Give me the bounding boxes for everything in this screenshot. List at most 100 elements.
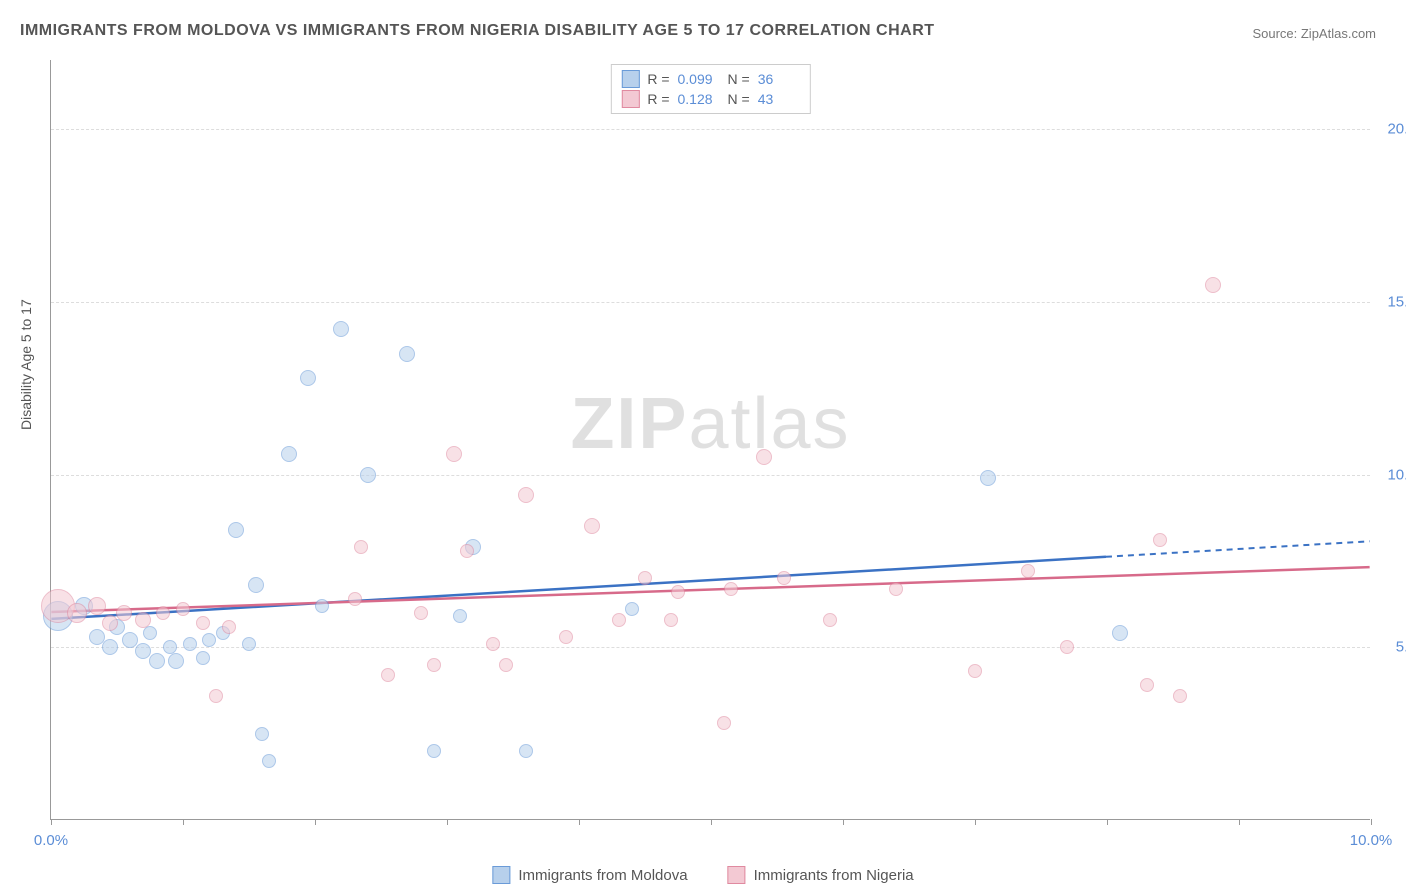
data-point — [968, 664, 982, 678]
data-point — [156, 606, 170, 620]
data-point — [196, 651, 210, 665]
data-point — [980, 470, 996, 486]
data-point — [1205, 277, 1221, 293]
data-point — [446, 446, 462, 462]
data-point — [518, 487, 534, 503]
data-point — [671, 585, 685, 599]
data-point — [559, 630, 573, 644]
stat-r-value: 0.128 — [678, 91, 720, 107]
data-point — [1153, 533, 1167, 547]
stat-n-label: N = — [728, 71, 750, 87]
legend-label: Immigrants from Moldova — [518, 867, 687, 884]
data-point — [584, 518, 600, 534]
data-point — [427, 658, 441, 672]
trend-lines-svg — [51, 60, 1370, 819]
stat-r-label: R = — [647, 91, 669, 107]
data-point — [67, 603, 87, 623]
x-tick-mark — [1239, 819, 1240, 825]
legend-swatch — [728, 866, 746, 884]
data-point — [248, 577, 264, 593]
x-tick-mark — [711, 819, 712, 825]
y-axis-label: Disability Age 5 to 17 — [18, 299, 34, 430]
data-point — [1021, 564, 1035, 578]
plot-area: ZIPatlas R =0.099N =36R =0.128N =43 5.0%… — [50, 60, 1370, 820]
data-point — [1173, 689, 1187, 703]
gridline-h — [51, 129, 1370, 130]
data-point — [315, 599, 329, 613]
legend-item: Immigrants from Moldova — [492, 866, 687, 884]
data-point — [222, 620, 236, 634]
stats-legend: R = 0.099 N = 36 R = 0.128 N = 43 — [610, 64, 810, 114]
data-point — [102, 639, 118, 655]
data-point — [196, 616, 210, 630]
data-point — [348, 592, 362, 606]
data-point — [724, 582, 738, 596]
source-attribution: Source: ZipAtlas.com — [1252, 26, 1376, 41]
data-point — [499, 658, 513, 672]
data-point — [300, 370, 316, 386]
stats-row: R = 0.099 N = 36 — [621, 69, 799, 89]
data-point — [228, 522, 244, 538]
gridline-h — [51, 475, 1370, 476]
data-point — [168, 653, 184, 669]
x-tick-mark — [315, 819, 316, 825]
data-point — [1140, 678, 1154, 692]
stat-n-value: 43 — [758, 91, 800, 107]
data-point — [519, 744, 533, 758]
stat-r-label: R = — [647, 71, 669, 87]
data-point — [143, 626, 157, 640]
x-tick-mark — [1107, 819, 1108, 825]
watermark: ZIPatlas — [570, 383, 850, 465]
y-tick-label: 10.0% — [1375, 466, 1406, 483]
legend-swatch — [492, 866, 510, 884]
data-point — [625, 602, 639, 616]
y-tick-label: 15.0% — [1375, 293, 1406, 310]
stats-row: R = 0.128 N = 43 — [621, 89, 799, 109]
gridline-h — [51, 302, 1370, 303]
x-tick-mark — [447, 819, 448, 825]
stat-n-label: N = — [728, 91, 750, 107]
data-point — [149, 653, 165, 669]
data-point — [360, 467, 376, 483]
data-point — [381, 668, 395, 682]
data-point — [823, 613, 837, 627]
data-point — [255, 727, 269, 741]
series-legend: Immigrants from Moldova Immigrants from N… — [492, 866, 913, 884]
data-point — [102, 615, 118, 631]
data-point — [262, 754, 276, 768]
x-tick-mark — [183, 819, 184, 825]
data-point — [414, 606, 428, 620]
data-point — [777, 571, 791, 585]
data-point — [399, 346, 415, 362]
legend-label: Immigrants from Nigeria — [754, 867, 914, 884]
data-point — [717, 716, 731, 730]
data-point — [460, 544, 474, 558]
data-point — [638, 571, 652, 585]
x-tick-mark — [579, 819, 580, 825]
data-point — [135, 612, 151, 628]
x-tick-mark — [975, 819, 976, 825]
stat-n-value: 36 — [758, 71, 800, 87]
data-point — [612, 613, 626, 627]
data-point — [1112, 625, 1128, 641]
x-tick-label: 0.0% — [34, 832, 68, 849]
x-tick-label: 10.0% — [1350, 832, 1393, 849]
data-point — [664, 613, 678, 627]
data-point — [427, 744, 441, 758]
data-point — [1060, 640, 1074, 654]
data-point — [756, 449, 772, 465]
y-tick-label: 5.0% — [1375, 639, 1406, 656]
data-point — [333, 321, 349, 337]
data-point — [453, 609, 467, 623]
chart-title: IMMIGRANTS FROM MOLDOVA VS IMMIGRANTS FR… — [20, 22, 935, 40]
stat-r-value: 0.099 — [678, 71, 720, 87]
y-tick-label: 20.0% — [1375, 121, 1406, 138]
data-point — [209, 689, 223, 703]
data-point — [202, 633, 216, 647]
x-tick-mark — [843, 819, 844, 825]
data-point — [281, 446, 297, 462]
data-point — [183, 637, 197, 651]
legend-item: Immigrants from Nigeria — [728, 866, 914, 884]
data-point — [889, 582, 903, 596]
legend-swatch — [621, 70, 639, 88]
